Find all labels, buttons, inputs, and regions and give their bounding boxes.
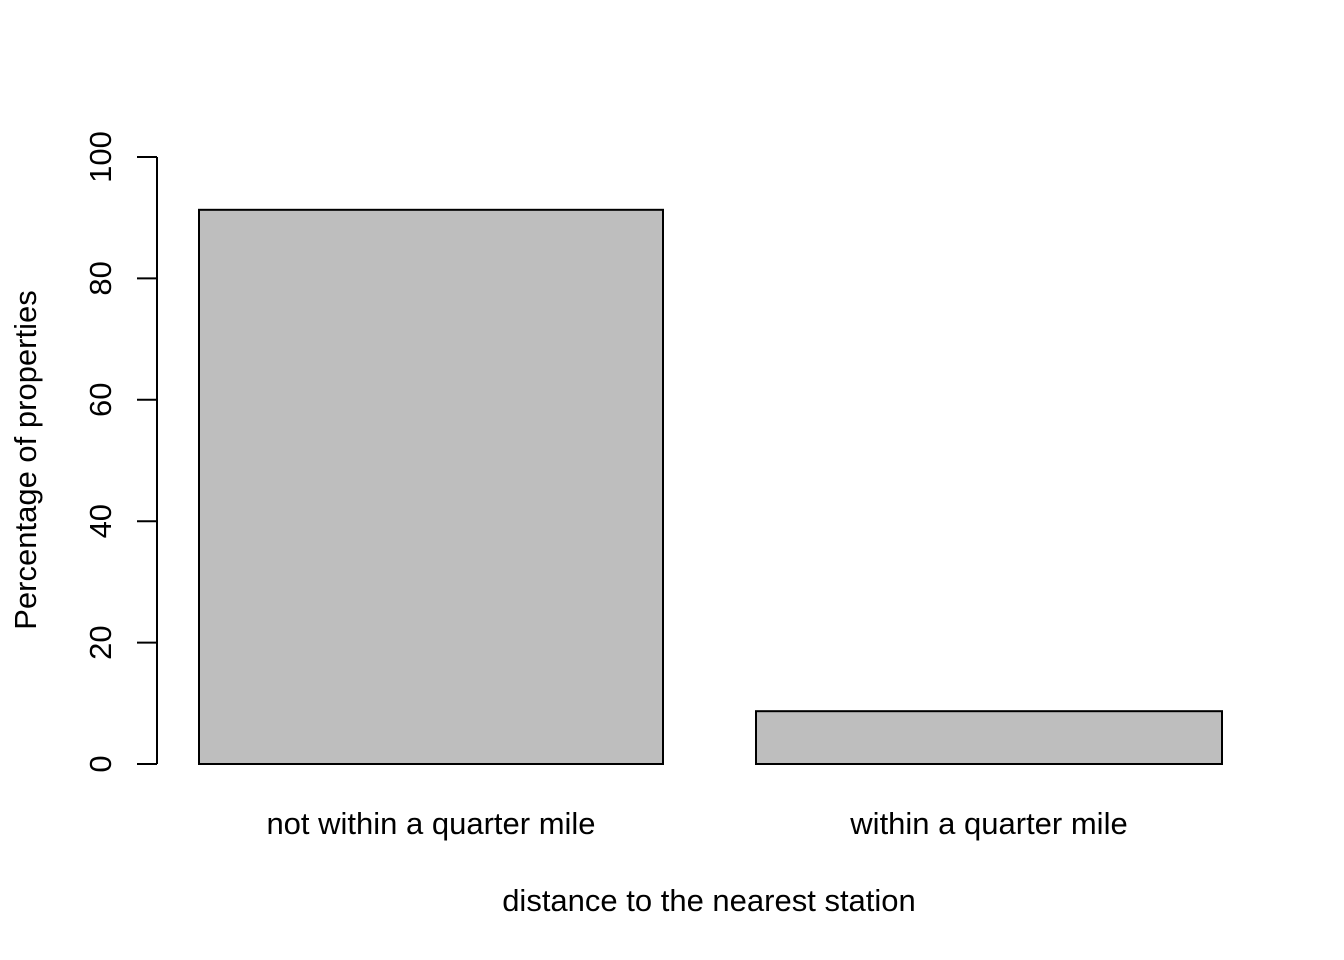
x-axis-label: distance to the nearest station bbox=[502, 883, 916, 918]
y-axis: 0 20 40 60 80 100 bbox=[83, 131, 158, 773]
y-tick-label: 20 bbox=[83, 625, 118, 659]
x-category-label: not within a quarter mile bbox=[266, 806, 595, 841]
y-tick-label: 80 bbox=[83, 261, 118, 295]
y-ticks: 0 20 40 60 80 100 bbox=[83, 131, 157, 773]
y-tick-label: 40 bbox=[83, 504, 118, 538]
y-tick-label: 60 bbox=[83, 383, 118, 417]
y-tick-label: 100 bbox=[83, 131, 118, 183]
x-category-labels: not within a quarter mile within a quarte… bbox=[266, 806, 1127, 841]
y-axis-label: Percentage of properties bbox=[8, 290, 43, 630]
bars bbox=[198, 208, 1223, 765]
y-tick-label: 0 bbox=[83, 755, 118, 772]
bar bbox=[755, 710, 1223, 765]
bar bbox=[198, 208, 664, 765]
x-category-label: within a quarter mile bbox=[849, 806, 1127, 841]
